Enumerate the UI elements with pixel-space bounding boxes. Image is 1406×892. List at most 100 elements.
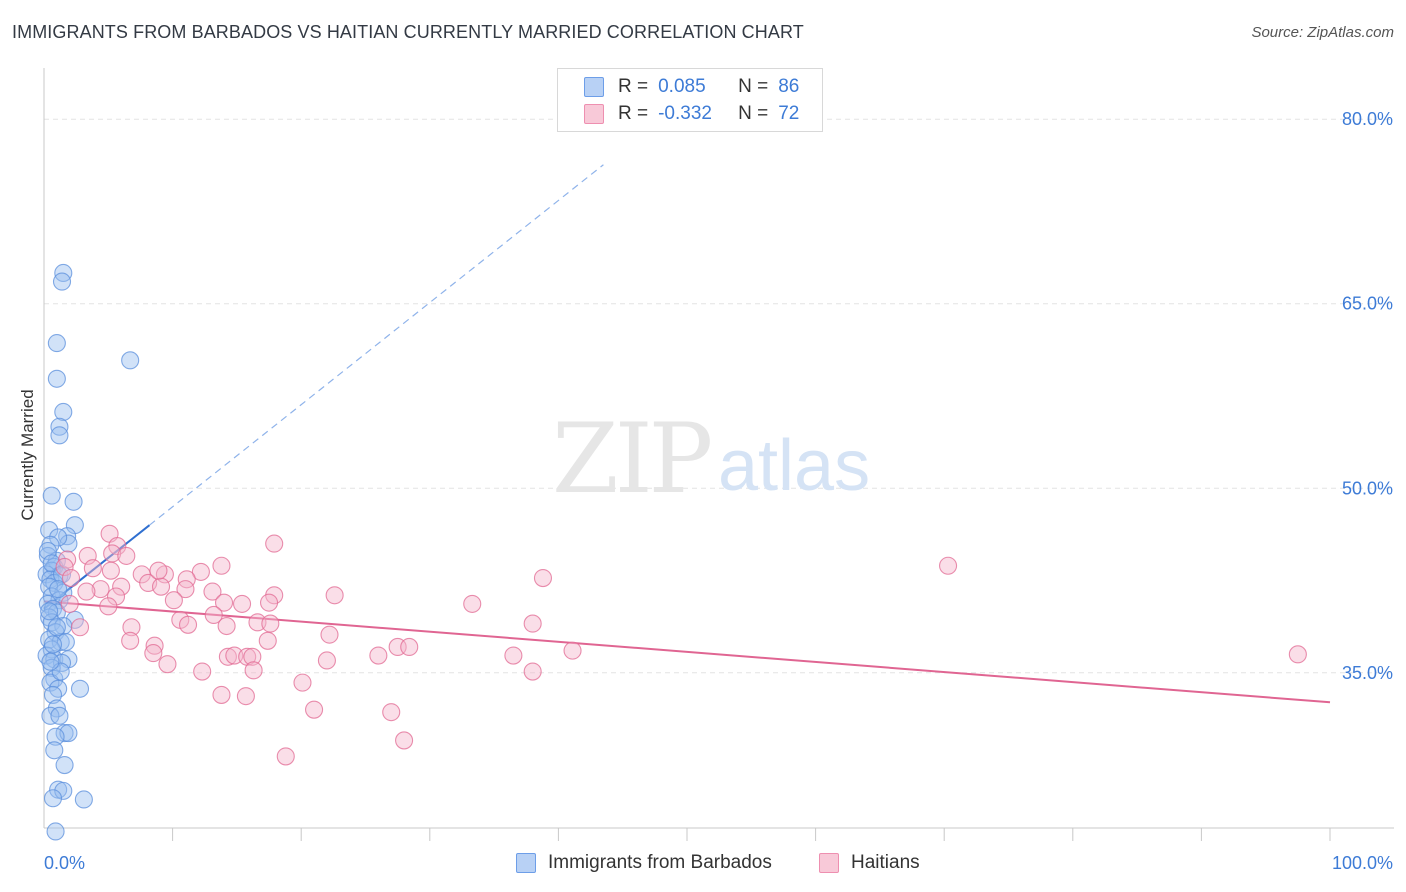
gridlines [44, 118, 1394, 674]
point-haitian [276, 747, 295, 766]
point-haitian [258, 631, 277, 650]
point-haitian [158, 655, 177, 674]
point-barbados [55, 755, 74, 775]
point-haitian [939, 556, 958, 575]
bottom-legend-barbados: Immigrants from Barbados [516, 852, 772, 874]
point-haitian [77, 582, 96, 601]
point-haitian [177, 570, 196, 589]
point-haitian [203, 582, 222, 601]
bottom-legend-haitians: Haitians [819, 852, 920, 874]
point-haitian [191, 562, 210, 581]
point-haitian [248, 613, 267, 632]
point-haitian [1288, 645, 1307, 664]
stats-legend: R = 0.085 N = 86 R = -0.332 N = 72 [557, 68, 823, 132]
point-barbados [46, 822, 65, 841]
point-barbados [43, 685, 63, 704]
trend-line-barbados-extended [149, 164, 604, 526]
point-haitian [55, 557, 74, 577]
point-haitian [395, 731, 414, 750]
point-barbados [54, 781, 73, 800]
point-barbados [47, 334, 66, 353]
point-haitian [225, 646, 244, 665]
bottom-legend-label-barbados: Immigrants from Barbados [548, 852, 772, 873]
point-haitian [112, 577, 131, 596]
point-haitian [232, 594, 252, 613]
x-tick-label: 0.0% [44, 853, 85, 873]
point-barbados [49, 528, 68, 547]
point-haitian [212, 556, 231, 575]
point-barbados [121, 351, 140, 370]
point-haitian [149, 561, 168, 580]
point-barbados [47, 618, 66, 637]
point-barbados [55, 724, 74, 743]
point-haitian [261, 614, 280, 633]
point-haitian [117, 546, 136, 565]
legend-r-value: 0.085 [658, 76, 706, 97]
bottom-legend-swatch-barbados [516, 853, 536, 873]
point-haitian [369, 646, 388, 665]
point-barbados [52, 272, 72, 291]
point-barbados [64, 492, 83, 511]
point-haitian [99, 597, 118, 616]
point-barbados [58, 527, 77, 546]
point-haitian [106, 587, 126, 606]
watermark-zip: ZIP [552, 403, 711, 515]
axes [43, 68, 1394, 841]
bottom-legend-swatch-haitians [819, 853, 839, 873]
y-tick-label: 65.0% [1342, 294, 1393, 314]
point-barbados [42, 658, 61, 677]
point-barbados [47, 369, 66, 388]
point-haitian [70, 618, 90, 637]
point-barbados [49, 580, 68, 599]
x-tick-label: 100.0% [1332, 853, 1393, 873]
legend-n-label: N = [738, 76, 769, 97]
point-haitian [243, 647, 262, 666]
point-haitian [382, 703, 401, 722]
y-tick-label: 35.0% [1342, 663, 1393, 683]
legend-swatch-barbados [584, 77, 604, 97]
point-haitian [293, 673, 312, 692]
legend-n-value: 86 [778, 76, 800, 97]
point-haitian [244, 661, 263, 680]
point-barbados [42, 486, 61, 505]
legend-r-label: R = [618, 76, 649, 97]
y-tick-label: 50.0% [1342, 478, 1393, 498]
source-label: Source: ZipAtlas.com [1251, 24, 1394, 41]
point-haitian [463, 594, 482, 613]
point-haitian [60, 594, 79, 613]
legend-row-barbados: R = 0.085 N = 86 [558, 74, 799, 100]
point-barbados [40, 602, 59, 621]
point-haitian [193, 662, 212, 681]
point-barbados [43, 789, 63, 808]
point-haitian [523, 614, 542, 633]
point-haitian [317, 651, 336, 670]
point-haitian [83, 559, 102, 578]
point-haitian [164, 591, 183, 610]
point-haitian [259, 593, 279, 612]
point-haitian [122, 618, 141, 637]
point-haitian [151, 577, 171, 596]
point-haitian [523, 662, 542, 681]
watermark-atlas: atlas [718, 426, 870, 506]
point-haitian [144, 644, 163, 663]
legend-r-value: -0.332 [658, 103, 712, 124]
point-haitian [58, 550, 77, 569]
point-barbados [74, 790, 93, 809]
point-barbados [40, 521, 59, 540]
point-haitian [325, 586, 344, 605]
trend-lines [43, 164, 1331, 704]
point-barbados [70, 679, 90, 698]
point-haitian [145, 636, 164, 655]
legend-n-label: N = [738, 103, 769, 124]
point-barbados [50, 706, 69, 725]
legend-n-value: 72 [778, 103, 800, 124]
point-haitian [320, 625, 339, 644]
point-haitian [212, 685, 231, 704]
point-haitian [214, 593, 234, 612]
point-haitian [178, 615, 198, 634]
legend-swatch-haitians [584, 104, 604, 124]
point-barbados [43, 635, 63, 654]
legend-r-label: R = [618, 103, 649, 124]
point-barbados [59, 534, 78, 553]
